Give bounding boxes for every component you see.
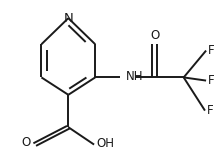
- Text: NH: NH: [125, 70, 143, 83]
- Text: N: N: [63, 12, 73, 25]
- Text: O: O: [22, 137, 31, 149]
- Text: F: F: [208, 44, 215, 57]
- Text: F: F: [207, 104, 214, 117]
- Text: F: F: [208, 74, 215, 87]
- Text: OH: OH: [97, 137, 115, 150]
- Text: O: O: [150, 29, 159, 42]
